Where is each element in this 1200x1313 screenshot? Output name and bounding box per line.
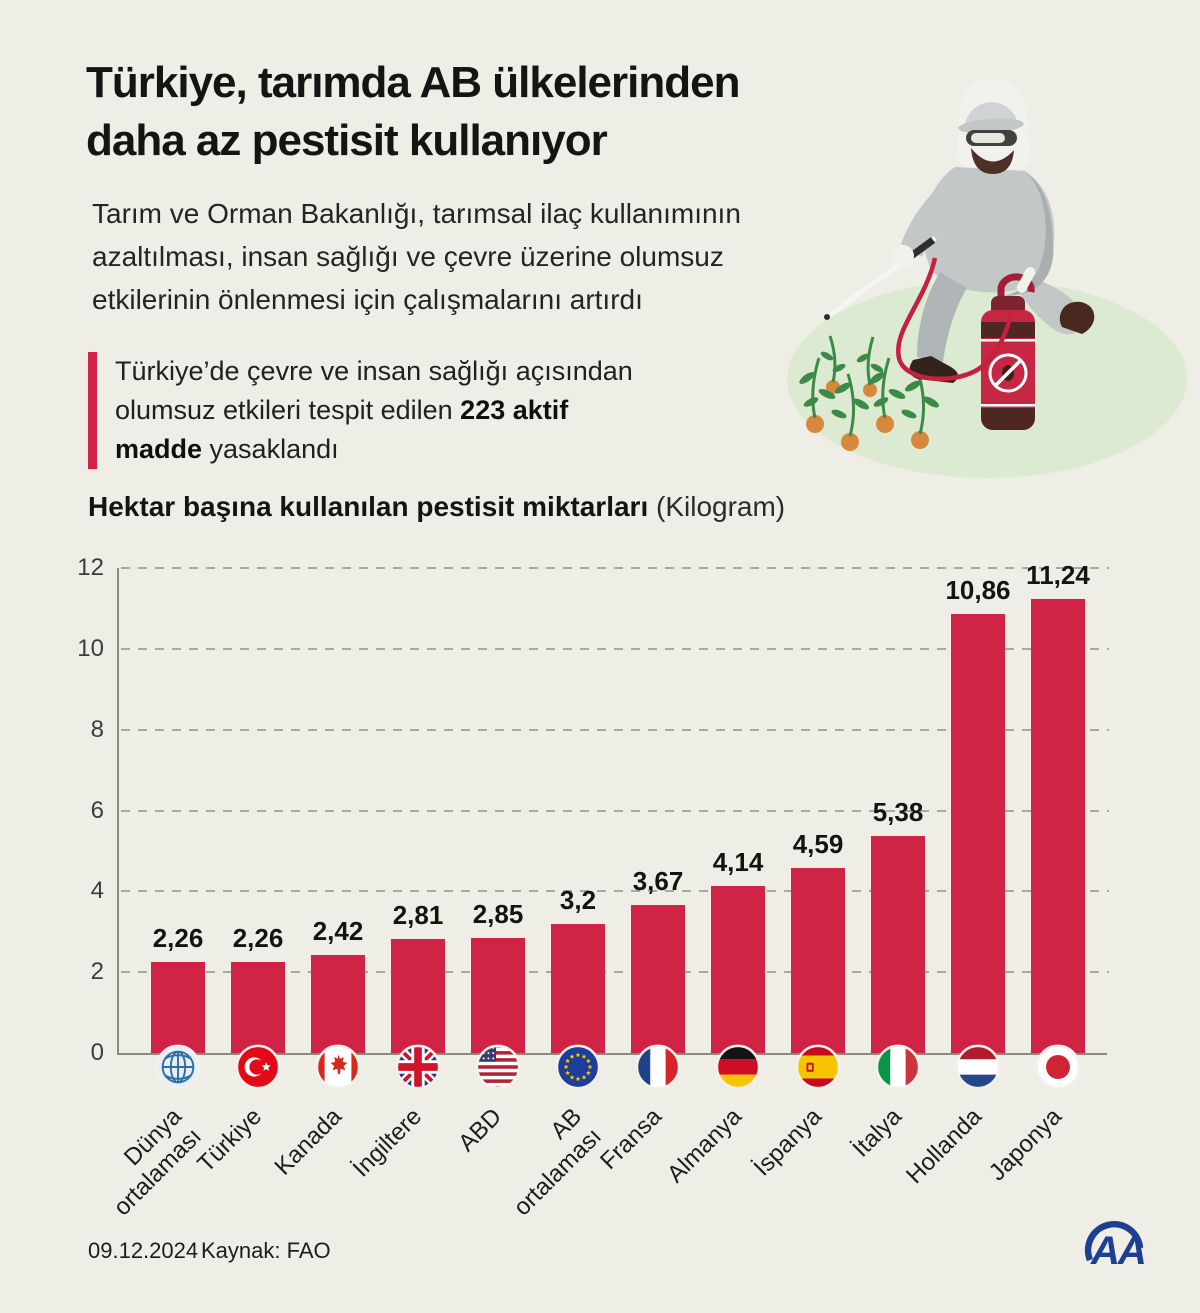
gridline-6 bbox=[121, 809, 1109, 812]
bar-uk bbox=[391, 939, 445, 1053]
page-subtitle: Tarım ve Orman Bakanlığı, tarımsal ilaç … bbox=[92, 198, 741, 315]
bar-value-label: 2,81 bbox=[392, 900, 444, 931]
bar-canada bbox=[311, 955, 365, 1053]
bar-france bbox=[631, 904, 685, 1053]
globe-flag-icon bbox=[155, 1044, 201, 1090]
bar-value-label: 5,38 bbox=[872, 796, 924, 827]
germany-flag-icon bbox=[715, 1044, 761, 1090]
page-title-line2: daha az pestisit kullanıyor bbox=[86, 116, 608, 165]
page-title: Türkiye, tarımda AB ülkelerinden daha az… bbox=[86, 54, 740, 170]
plants-icon bbox=[799, 335, 939, 451]
y-tick-label-6: 6 bbox=[90, 796, 104, 824]
italy-flag-icon bbox=[875, 1044, 921, 1090]
chart-title-unit: (Kilogram) bbox=[656, 491, 786, 522]
bar-japan bbox=[1031, 598, 1085, 1053]
source-label: Kaynak: FAO bbox=[201, 1238, 331, 1263]
y-axis-labels: 0 2 4 6 8 10 12 bbox=[28, 554, 104, 1066]
aa-agency-logo-icon: AA bbox=[1084, 1221, 1147, 1273]
sprayer-person-illustration bbox=[824, 78, 1095, 430]
gridline-2 bbox=[121, 971, 1109, 974]
gridline-12 bbox=[121, 567, 1109, 569]
france-flag-icon bbox=[635, 1044, 681, 1090]
y-tick-label-0: 0 bbox=[90, 1039, 104, 1066]
eu-flag-icon bbox=[555, 1044, 601, 1090]
y-tick-label-2: 2 bbox=[90, 958, 104, 986]
canada-flag-icon bbox=[315, 1044, 361, 1090]
bar-spain bbox=[791, 867, 845, 1053]
gridline-10 bbox=[121, 647, 1109, 650]
bar-italy bbox=[871, 835, 925, 1053]
svg-text:AA: AA bbox=[1090, 1229, 1145, 1273]
chart-plot: 2,26 Dünya ortalaması 2,26 Türkiye 2,42 Kanad… bbox=[109, 560, 1109, 1221]
bar-value-label: 3,67 bbox=[632, 865, 684, 896]
usa-flag-icon bbox=[475, 1044, 521, 1090]
bar-globe bbox=[151, 961, 205, 1053]
netherlands-flag-icon bbox=[955, 1044, 1001, 1090]
turkey-flag-icon bbox=[235, 1044, 281, 1090]
bar-turkey bbox=[231, 961, 285, 1053]
japan-flag-icon bbox=[1035, 1044, 1081, 1090]
pesticide-tank-icon bbox=[981, 267, 1036, 430]
chart-title-text: Hektar başına kullanılan pestisit miktar… bbox=[88, 491, 649, 522]
bar-value-label: 11,24 bbox=[1026, 559, 1090, 590]
callout-text-post: yasaklandı bbox=[202, 434, 339, 464]
callout-text-pre: Türkiye’de çevre ve insan sağlığı açısın… bbox=[115, 356, 633, 425]
bar-netherlands bbox=[951, 614, 1005, 1053]
publish-date: 09.12.2024 bbox=[88, 1238, 199, 1263]
bar-value-label: 4,59 bbox=[792, 828, 844, 859]
bar-value-label: 10,86 bbox=[945, 575, 1011, 606]
y-tick-label-4: 4 bbox=[90, 877, 104, 905]
y-tick-label-8: 8 bbox=[90, 715, 104, 743]
bar-value-label: 2,42 bbox=[312, 916, 364, 947]
bar-value-label: 4,14 bbox=[712, 846, 764, 877]
bar-value-label: 2,26 bbox=[232, 922, 284, 953]
page-title-line1: Türkiye, tarımda AB ülkelerinden bbox=[86, 58, 740, 107]
gridline-4 bbox=[121, 890, 1109, 893]
bar-value-label: 3,2 bbox=[559, 884, 597, 915]
gridline-8 bbox=[121, 728, 1109, 731]
callout-text-bold: 223 aktif madde bbox=[115, 395, 569, 464]
highlight-callout: Türkiye’de çevre ve insan sağlığı açısın… bbox=[88, 352, 660, 469]
y-tick-label-12: 12 bbox=[77, 554, 104, 581]
y-tick-label-10: 10 bbox=[77, 634, 104, 662]
spain-flag-icon bbox=[795, 1044, 841, 1090]
bar-usa bbox=[471, 937, 525, 1053]
bar-eu bbox=[551, 923, 605, 1053]
bar-germany bbox=[711, 885, 765, 1053]
pesticide-sprayer-illustration bbox=[787, 78, 1187, 478]
bar-value-label: 2,26 bbox=[152, 922, 204, 953]
chart-title: Hektar başına kullanılan pestisit miktar… bbox=[88, 491, 785, 523]
uk-flag-icon bbox=[395, 1044, 441, 1090]
bar-value-label: 2,85 bbox=[472, 898, 524, 929]
